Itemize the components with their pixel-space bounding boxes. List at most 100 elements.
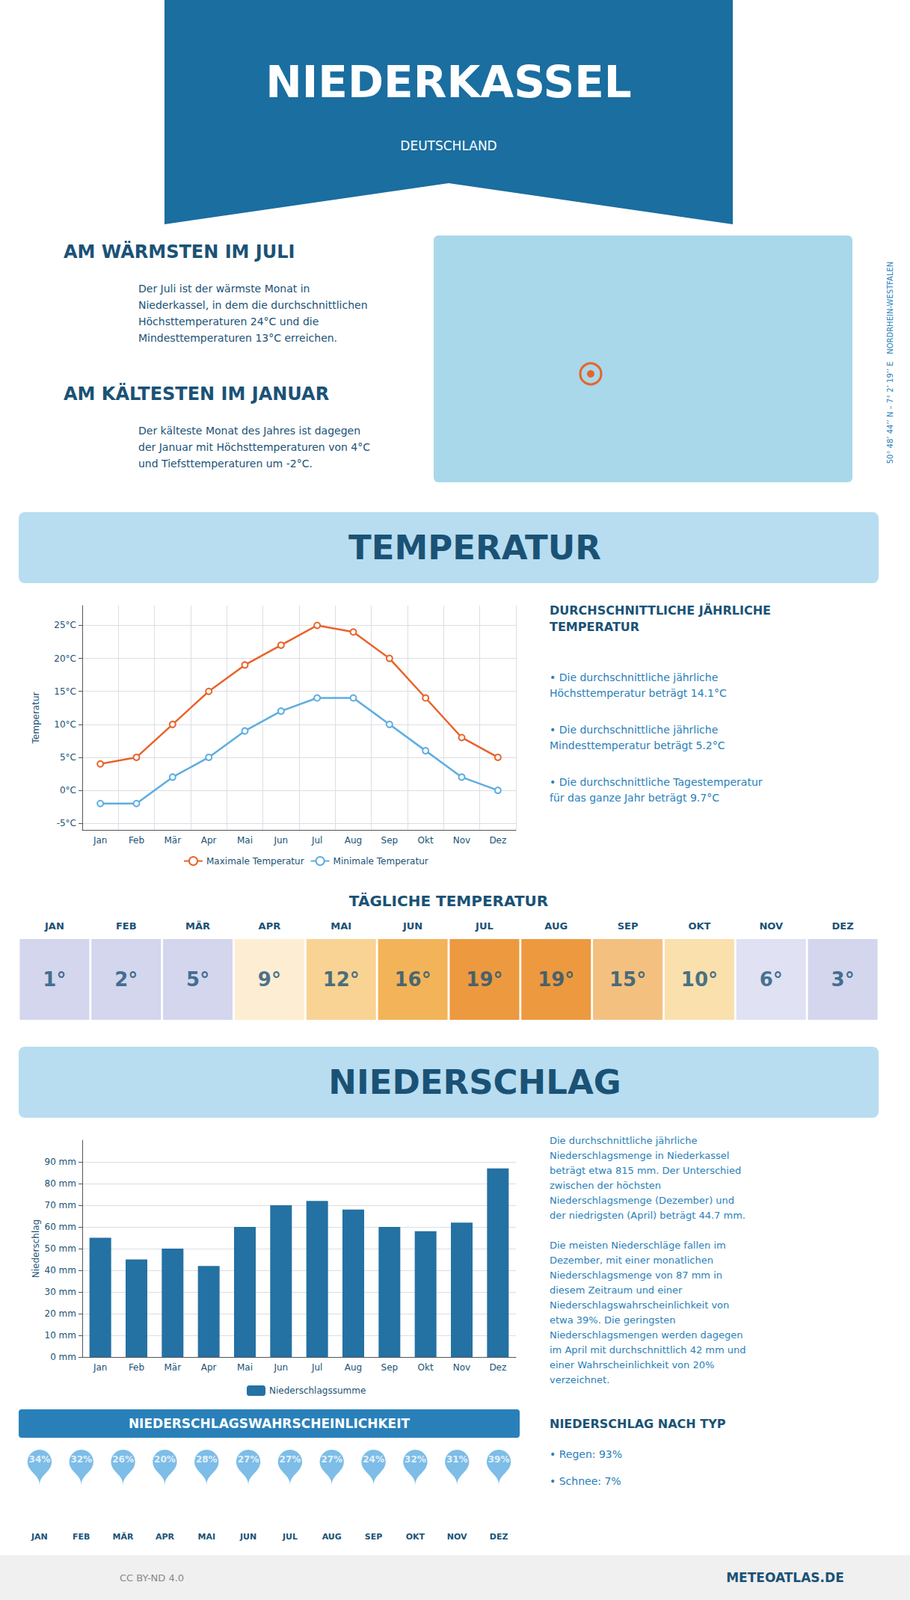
svg-text:5°C: 5°C: [59, 752, 77, 763]
svg-text:NIEDERKASSEL: NIEDERKASSEL: [265, 56, 632, 108]
svg-text:Niederschlagsmengen werden dag: Niederschlagsmengen werden dagegen: [549, 1329, 744, 1341]
svg-text:Nov: Nov: [453, 1362, 471, 1373]
svg-text:80 mm: 80 mm: [44, 1178, 77, 1189]
svg-text:NOV: NOV: [758, 920, 783, 932]
svg-text:TÄGLICHE TEMPERATUR: TÄGLICHE TEMPERATUR: [349, 892, 549, 910]
svg-text:Feb: Feb: [128, 1362, 145, 1373]
svg-text:40 mm: 40 mm: [44, 1265, 77, 1276]
svg-text:27%: 27%: [320, 1454, 343, 1465]
svg-text:28%: 28%: [195, 1454, 218, 1465]
svg-text:der niedrigsten (April) beträg: der niedrigsten (April) beträgt 44.7 mm.: [549, 1209, 746, 1222]
svg-text:Niederkassel, in dem die durch: Niederkassel, in dem die durchschnittlic…: [138, 299, 368, 312]
svg-text:30 mm: 30 mm: [44, 1286, 77, 1298]
svg-text:70 mm: 70 mm: [44, 1200, 77, 1211]
svg-text:Der Juli ist der wärmste Monat: Der Juli ist der wärmste Monat in: [138, 282, 310, 295]
svg-text:AUG: AUG: [544, 920, 568, 932]
svg-text:1°: 1°: [42, 968, 66, 991]
svg-text:Dez: Dez: [489, 835, 507, 846]
svg-text:Sep: Sep: [381, 835, 399, 846]
svg-text:Höchsttemperatur beträgt 14.1°: Höchsttemperatur beträgt 14.1°C: [549, 687, 727, 700]
svg-text:Okt: Okt: [417, 1362, 434, 1373]
svg-text:5°: 5°: [186, 968, 210, 991]
svg-text:15°C: 15°C: [53, 686, 77, 697]
svg-text:MÄR: MÄR: [112, 1531, 134, 1542]
svg-text:60 mm: 60 mm: [44, 1221, 77, 1233]
svg-text:Aug: Aug: [344, 835, 362, 846]
svg-text:Dez: Dez: [489, 1362, 507, 1373]
svg-text:etwa 39%. Die geringsten: etwa 39%. Die geringsten: [549, 1314, 676, 1326]
svg-text:Jun: Jun: [272, 1362, 288, 1373]
svg-text:16°: 16°: [394, 968, 431, 991]
svg-text:AM WÄRMSTEN IM JULI: AM WÄRMSTEN IM JULI: [63, 240, 295, 263]
svg-text:Mär: Mär: [164, 835, 182, 846]
svg-text:Niederschlag: Niederschlag: [30, 1219, 42, 1278]
svg-text:31%: 31%: [446, 1454, 469, 1465]
svg-text:Jun: Jun: [272, 835, 288, 846]
svg-text:OKT: OKT: [687, 920, 711, 932]
svg-text:20°C: 20°C: [53, 653, 77, 664]
svg-text:JUL: JUL: [474, 920, 494, 932]
svg-text:• Die durchschnittliche jährli: • Die durchschnittliche jährliche: [549, 723, 718, 736]
svg-text:NIEDERSCHLAG: NIEDERSCHLAG: [328, 1062, 621, 1103]
svg-text:• Schnee: 7%: • Schnee: 7%: [549, 1475, 622, 1488]
svg-text:39%: 39%: [488, 1454, 510, 1465]
svg-text:26%: 26%: [112, 1454, 134, 1465]
svg-text:der Januar mit Höchsttemperatu: der Januar mit Höchsttemperaturen von 4°…: [138, 441, 371, 454]
svg-text:Höchsttemperaturen 24°C und di: Höchsttemperaturen 24°C und die: [138, 315, 319, 328]
svg-text:• Die durchschnittliche Tagest: • Die durchschnittliche Tagestemperatur: [549, 776, 763, 789]
svg-text:50 mm: 50 mm: [44, 1243, 77, 1254]
svg-text:Feb: Feb: [128, 835, 145, 846]
svg-text:im April mit durchschnittlich: im April mit durchschnittlich 42 mm und: [549, 1344, 747, 1356]
svg-text:Mai: Mai: [237, 1362, 253, 1373]
svg-text:Jul: Jul: [311, 1362, 323, 1373]
svg-text:Temperatur: Temperatur: [30, 691, 42, 745]
svg-text:20 mm: 20 mm: [44, 1308, 77, 1320]
svg-text:Niederschlagssumme: Niederschlagssumme: [269, 1385, 366, 1397]
svg-text:AUG: AUG: [322, 1532, 342, 1542]
svg-text:APR: APR: [258, 920, 282, 932]
svg-text:12°: 12°: [323, 968, 360, 991]
svg-text:FEB: FEB: [72, 1532, 90, 1542]
svg-text:und Tiefsttemperaturen um -2°C: und Tiefsttemperaturen um -2°C.: [138, 457, 313, 470]
svg-text:JAN: JAN: [30, 1532, 48, 1542]
svg-text:• Regen: 93%: • Regen: 93%: [549, 1448, 623, 1461]
svg-text:-5°C: -5°C: [56, 818, 77, 829]
svg-text:zwischen der höchsten: zwischen der höchsten: [549, 1179, 662, 1192]
svg-text:NIEDERSCHLAGSWAHRSCHEINLICHKEI: NIEDERSCHLAGSWAHRSCHEINLICHKEIT: [128, 1416, 411, 1432]
svg-text:OKT: OKT: [406, 1532, 426, 1542]
svg-text:Jan: Jan: [92, 835, 108, 846]
svg-text:32%: 32%: [70, 1454, 92, 1465]
svg-text:Niederschlagswahrscheinlichkei: Niederschlagswahrscheinlichkeit von: [549, 1299, 730, 1311]
svg-text:19°: 19°: [465, 968, 503, 991]
svg-text:Sep: Sep: [381, 1362, 399, 1373]
svg-text:Die meisten Niederschläge fall: Die meisten Niederschläge fallen im: [549, 1239, 727, 1251]
svg-text:6°: 6°: [759, 968, 783, 991]
svg-text:3°: 3°: [831, 968, 855, 991]
svg-text:DEUTSCHLAND: DEUTSCHLAND: [400, 138, 497, 154]
svg-text:Niederschlagsmenge in Niederka: Niederschlagsmenge in Niederkassel: [549, 1150, 730, 1162]
svg-text:32%: 32%: [404, 1454, 427, 1465]
svg-text:34%: 34%: [29, 1454, 51, 1465]
svg-text:Mindesttemperaturen 13°C errei: Mindesttemperaturen 13°C erreichen.: [138, 331, 338, 344]
svg-text:0°C: 0°C: [59, 785, 77, 796]
svg-text:27%: 27%: [279, 1454, 302, 1465]
svg-text:Der kälteste Monat des Jahres: Der kälteste Monat des Jahres ist dagege…: [138, 424, 361, 437]
svg-text:APR: APR: [155, 1532, 175, 1542]
svg-text:DEZ: DEZ: [832, 920, 854, 932]
svg-text:15°: 15°: [609, 968, 647, 991]
svg-text:Okt: Okt: [417, 835, 434, 846]
svg-text:für das ganze Jahr beträgt 9.7: für das ganze Jahr beträgt 9.7°C: [549, 791, 720, 804]
svg-text:19°: 19°: [537, 968, 575, 991]
svg-text:0 mm: 0 mm: [50, 1351, 77, 1363]
svg-text:Dezember, mit einer monatliche: Dezember, mit einer monatlichen: [549, 1254, 714, 1266]
svg-text:diesem Zeitraum und einer: diesem Zeitraum und einer: [549, 1284, 683, 1296]
svg-text:Niederschlagsmenge von 87 mm i: Niederschlagsmenge von 87 mm in: [549, 1269, 723, 1281]
svg-text:JUN: JUN: [402, 920, 423, 932]
svg-text:Mai: Mai: [237, 835, 253, 846]
svg-text:SEP: SEP: [617, 920, 639, 932]
svg-text:Maximale Temperatur: Maximale Temperatur: [206, 856, 305, 867]
svg-text:einer Wahrscheinlichkeit von 2: einer Wahrscheinlichkeit von 20%: [549, 1359, 715, 1371]
svg-text:2°: 2°: [114, 968, 138, 991]
svg-text:DEZ: DEZ: [489, 1532, 509, 1542]
svg-text:AM KÄLTESTEN IM JANUAR: AM KÄLTESTEN IM JANUAR: [63, 382, 330, 405]
